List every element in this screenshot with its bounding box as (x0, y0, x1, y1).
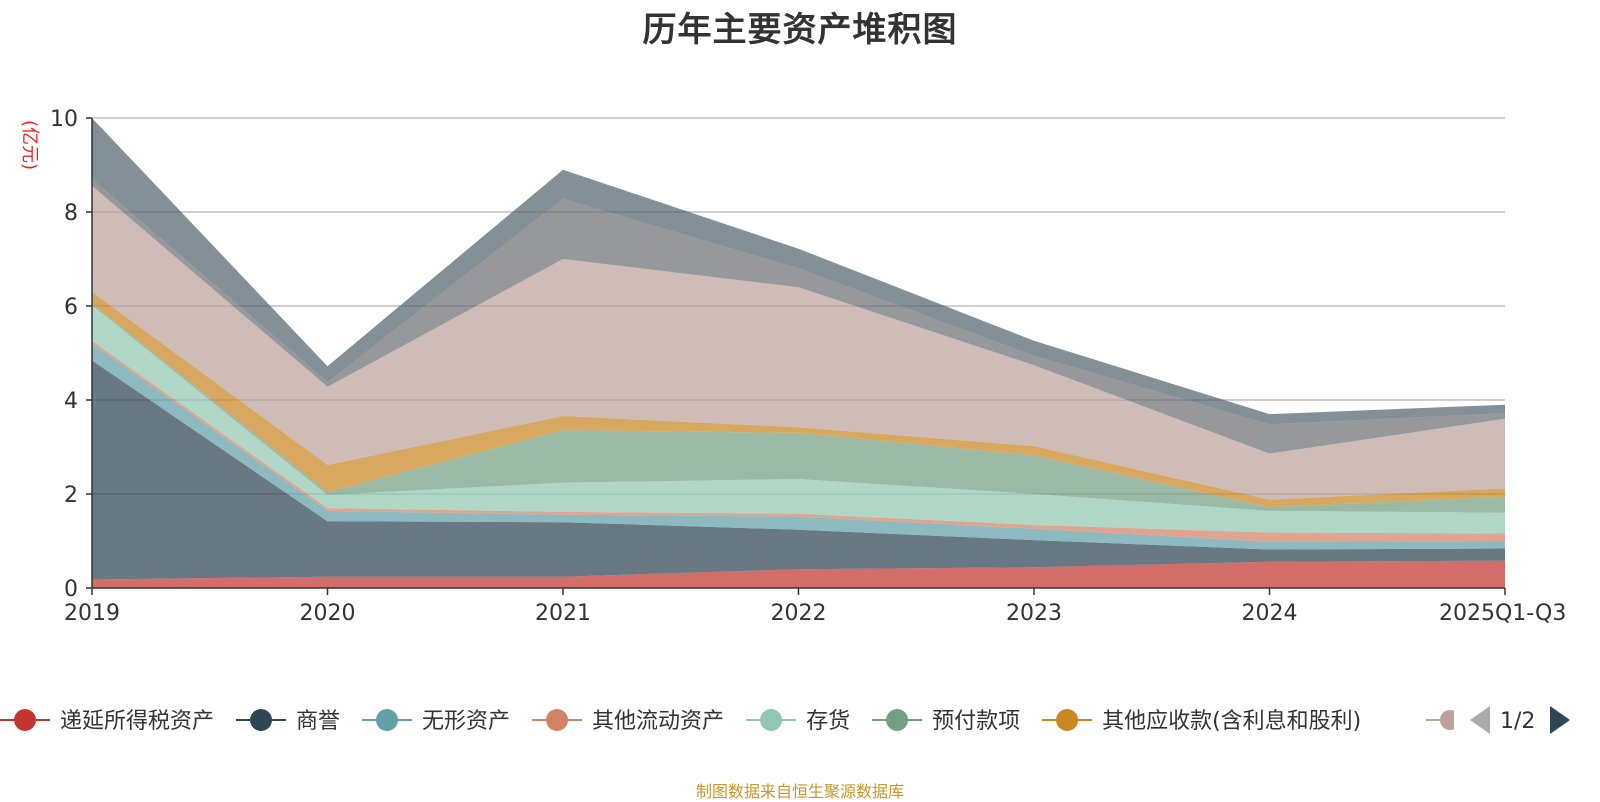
data-source-note: 制图数据来自恒生聚源数据库 (695, 782, 904, 801)
y-tick-label: 4 (64, 389, 78, 414)
legend: 递延所得税资产 商誉 无形资产 其他流动资产 存货 预付款项 其他应收款(含利息和股利) 1/… (0, 706, 1570, 734)
x-tick-label: 2021 (535, 601, 591, 626)
legend-item[interactable]: 其他应收款(含利息和股利) (1042, 709, 1361, 734)
legend-marker (886, 709, 909, 731)
y-tick-label: 0 (64, 577, 78, 602)
legend-item[interactable]: 商誉 (236, 709, 340, 734)
legend-item[interactable]: 预付款项 (872, 709, 1020, 734)
x-tick-labels: 2019 2020 2021 2022 2023 2024 2025Q1-Q3 (64, 601, 1566, 626)
y-tick-label: 10 (50, 107, 78, 132)
area-series (92, 118, 1505, 588)
legend-label: 其他流动资产 (592, 709, 724, 734)
legend-item[interactable]: 存货 (746, 709, 850, 734)
legend-item[interactable]: 无形资产 (362, 709, 510, 734)
area-其他应收款(含利息和股利) (92, 291, 1505, 508)
legend-label: 存货 (806, 709, 850, 734)
area-存货 (92, 305, 1505, 534)
legend-label: 预付款项 (932, 709, 1020, 734)
axes (86, 117, 1506, 595)
legend-clip (1454, 706, 1470, 734)
area-递延所得税资产 (92, 560, 1505, 588)
x-tick-label: 2023 (1006, 601, 1062, 626)
legend-label: 递延所得税资产 (60, 709, 214, 734)
legend-item[interactable]: 递延所得税资产 (0, 709, 214, 734)
x-tick-label: 2025Q1-Q3 (1439, 601, 1566, 626)
legend-page-indicator: 1/2 (1500, 709, 1535, 734)
legend-marker (760, 709, 783, 731)
x-tick-label: 2022 (771, 601, 827, 626)
y-tick-label: 2 (64, 483, 78, 508)
legend-label: 商誉 (296, 709, 340, 734)
legend-marker (14, 709, 36, 731)
y-tick-labels: 0 2 4 6 8 10 (50, 107, 78, 602)
legend-item[interactable]: 其他流动资产 (532, 709, 724, 734)
legend-marker (546, 709, 569, 731)
legend-label: 无形资产 (422, 709, 510, 734)
area-预付款项 (92, 303, 1505, 513)
legend-marker (376, 709, 399, 731)
y-tick-label: 8 (64, 201, 78, 226)
y-tick-label: 6 (64, 295, 78, 320)
legend-marker (250, 709, 273, 731)
area-series-8 (92, 185, 1505, 500)
legend-label: 其他应收款(含利息和股利) (1102, 709, 1361, 734)
x-tick-label: 2019 (64, 601, 120, 626)
legend-prev-page-icon[interactable] (1470, 706, 1490, 734)
legend-next-page-icon[interactable] (1550, 706, 1570, 734)
area-series-9 (92, 179, 1505, 454)
area-商誉 (92, 360, 1505, 580)
x-tick-label: 2020 (300, 601, 356, 626)
y-axis-label: (亿元) (19, 120, 40, 170)
x-tick-label: 2024 (1242, 601, 1298, 626)
legend-marker (1056, 709, 1079, 731)
chart-title: 历年主要资产堆积图 (642, 10, 958, 50)
